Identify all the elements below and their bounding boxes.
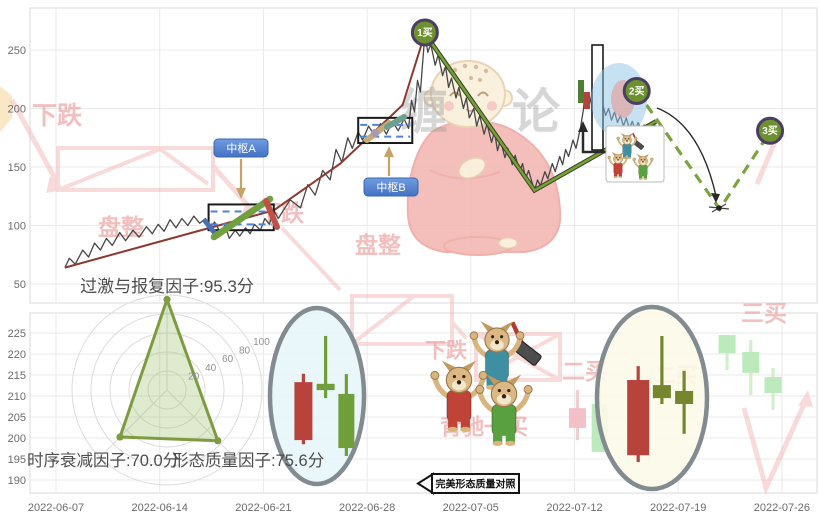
dog-mascot — [607, 151, 629, 178]
radar-ring-label: 100 — [253, 337, 270, 348]
arrowhead-icon — [711, 193, 720, 203]
candlestick — [568, 390, 586, 441]
compare-tag[interactable]: 完美形态质量对照 — [416, 472, 520, 495]
candlestick — [294, 373, 313, 445]
y-tick-label: 200 — [8, 104, 26, 116]
dog-mascot — [430, 360, 488, 432]
radar-ring-label: 40 — [205, 363, 217, 374]
arrow-down-icon — [236, 188, 246, 199]
buy-badge-label: 2买 — [629, 85, 645, 97]
y-tick-label: 215 — [8, 370, 26, 382]
watermark-text: 盘整 — [355, 232, 401, 258]
trend-line — [64, 33, 426, 269]
x-tick-label: 2022-07-26 — [754, 502, 810, 514]
candlestick — [764, 367, 782, 410]
watermark-yellow-blob — [0, 86, 12, 132]
y-tick-label: 210 — [8, 391, 26, 403]
radar-ring-label: 80 — [239, 346, 251, 357]
dog-card-minis — [607, 132, 654, 180]
dogs-layer — [430, 321, 542, 446]
solid-candles-layer — [294, 335, 694, 462]
pivot-strokes — [202, 114, 407, 241]
y-tick-label: 50 — [14, 279, 26, 291]
y-tick-label: 200 — [8, 433, 26, 445]
dog-card — [605, 125, 665, 183]
landing-marker — [708, 203, 730, 213]
candlestick — [675, 370, 694, 434]
radar-ring-label: 20 — [188, 371, 200, 382]
x-tick-label: 2022-06-14 — [132, 502, 188, 514]
y-tick-label: 195 — [8, 454, 26, 466]
x-tick-label: 2022-07-12 — [546, 502, 602, 514]
dog-mascot — [475, 374, 533, 446]
radar-vertex-dot — [163, 295, 171, 304]
candlestick — [627, 366, 650, 462]
brand-watermark-text: 缠论 — [400, 85, 624, 139]
x-tick-label: 2022-06-07 — [28, 502, 84, 514]
radar-vertex-dot — [214, 437, 222, 445]
buy-badge[interactable]: 2买 — [622, 76, 651, 105]
candlestick — [652, 335, 671, 404]
y-tick-label: 190 — [8, 475, 26, 487]
dog-mascot — [616, 132, 645, 159]
y-tick-label: 250 — [8, 45, 26, 57]
pivot-a-text: 中枢A — [226, 141, 256, 155]
radar-polygon — [118, 298, 220, 443]
pivot-b-label: 中枢B — [363, 146, 419, 197]
buy-badge-label: 1买 — [417, 27, 433, 39]
radar-ring-label: 60 — [222, 354, 234, 365]
candlestick — [742, 340, 760, 396]
watermark-text: 下跌 — [425, 339, 468, 362]
arrow-up-icon — [384, 146, 394, 157]
yellow-highlight-ellipse — [594, 304, 710, 492]
candlestick — [338, 374, 355, 457]
buy-badge[interactable]: 3买 — [756, 116, 785, 145]
y-tick-label: 220 — [8, 349, 26, 361]
mini-candle-red — [584, 92, 590, 109]
factor-left-text: 时序衰减因子:70.0分 — [27, 451, 179, 470]
watermark-text: 下跌 — [32, 102, 82, 130]
candlestick — [718, 335, 736, 370]
x-tick-label: 2022-06-21 — [235, 502, 291, 514]
arrow-up-icon — [578, 121, 588, 132]
x-tick-label: 2022-06-28 — [339, 502, 395, 514]
y-tick-label: 205 — [8, 412, 26, 424]
radar-spoke — [99, 389, 168, 458]
x-tick-label: 2022-07-05 — [443, 502, 499, 514]
watermark-text: 盘整 — [98, 214, 144, 240]
x-tick-label: 2022-07-19 — [650, 502, 706, 514]
buy-badge-label: 3买 — [762, 125, 778, 137]
projection-curve-arrow — [656, 107, 717, 197]
pivot-b-text: 中枢B — [376, 180, 405, 194]
radar-spoke — [166, 389, 235, 458]
watermark-text: 三买 — [741, 300, 787, 326]
buy-badge[interactable]: 1买 — [410, 18, 439, 47]
pivot-a-label: 中枢A — [213, 138, 269, 199]
dog-mascot — [632, 153, 654, 180]
candlestick — [316, 335, 335, 399]
y-tick-label: 100 — [8, 221, 26, 233]
axis-layer: 2022-06-07 2022-06-14 2022-06-21 2022-06-28… — [8, 45, 810, 514]
y-tick-label: 150 — [8, 162, 26, 174]
factor-top-text: 过激与报复因子:95.3分 — [80, 277, 254, 296]
y-tick-label: 225 — [8, 328, 26, 340]
factor-right-text: 形态质量因子:75.6分 — [172, 451, 324, 470]
compare-tag-text: 完美形态质量对照 — [436, 478, 516, 491]
highlight-ellipses — [267, 304, 710, 492]
buy-badges-layer: 1买 2买 3买 — [410, 18, 785, 145]
radar-vertex-dot — [116, 433, 124, 441]
mini-candle-green — [578, 80, 584, 103]
pivot-box — [357, 116, 414, 145]
